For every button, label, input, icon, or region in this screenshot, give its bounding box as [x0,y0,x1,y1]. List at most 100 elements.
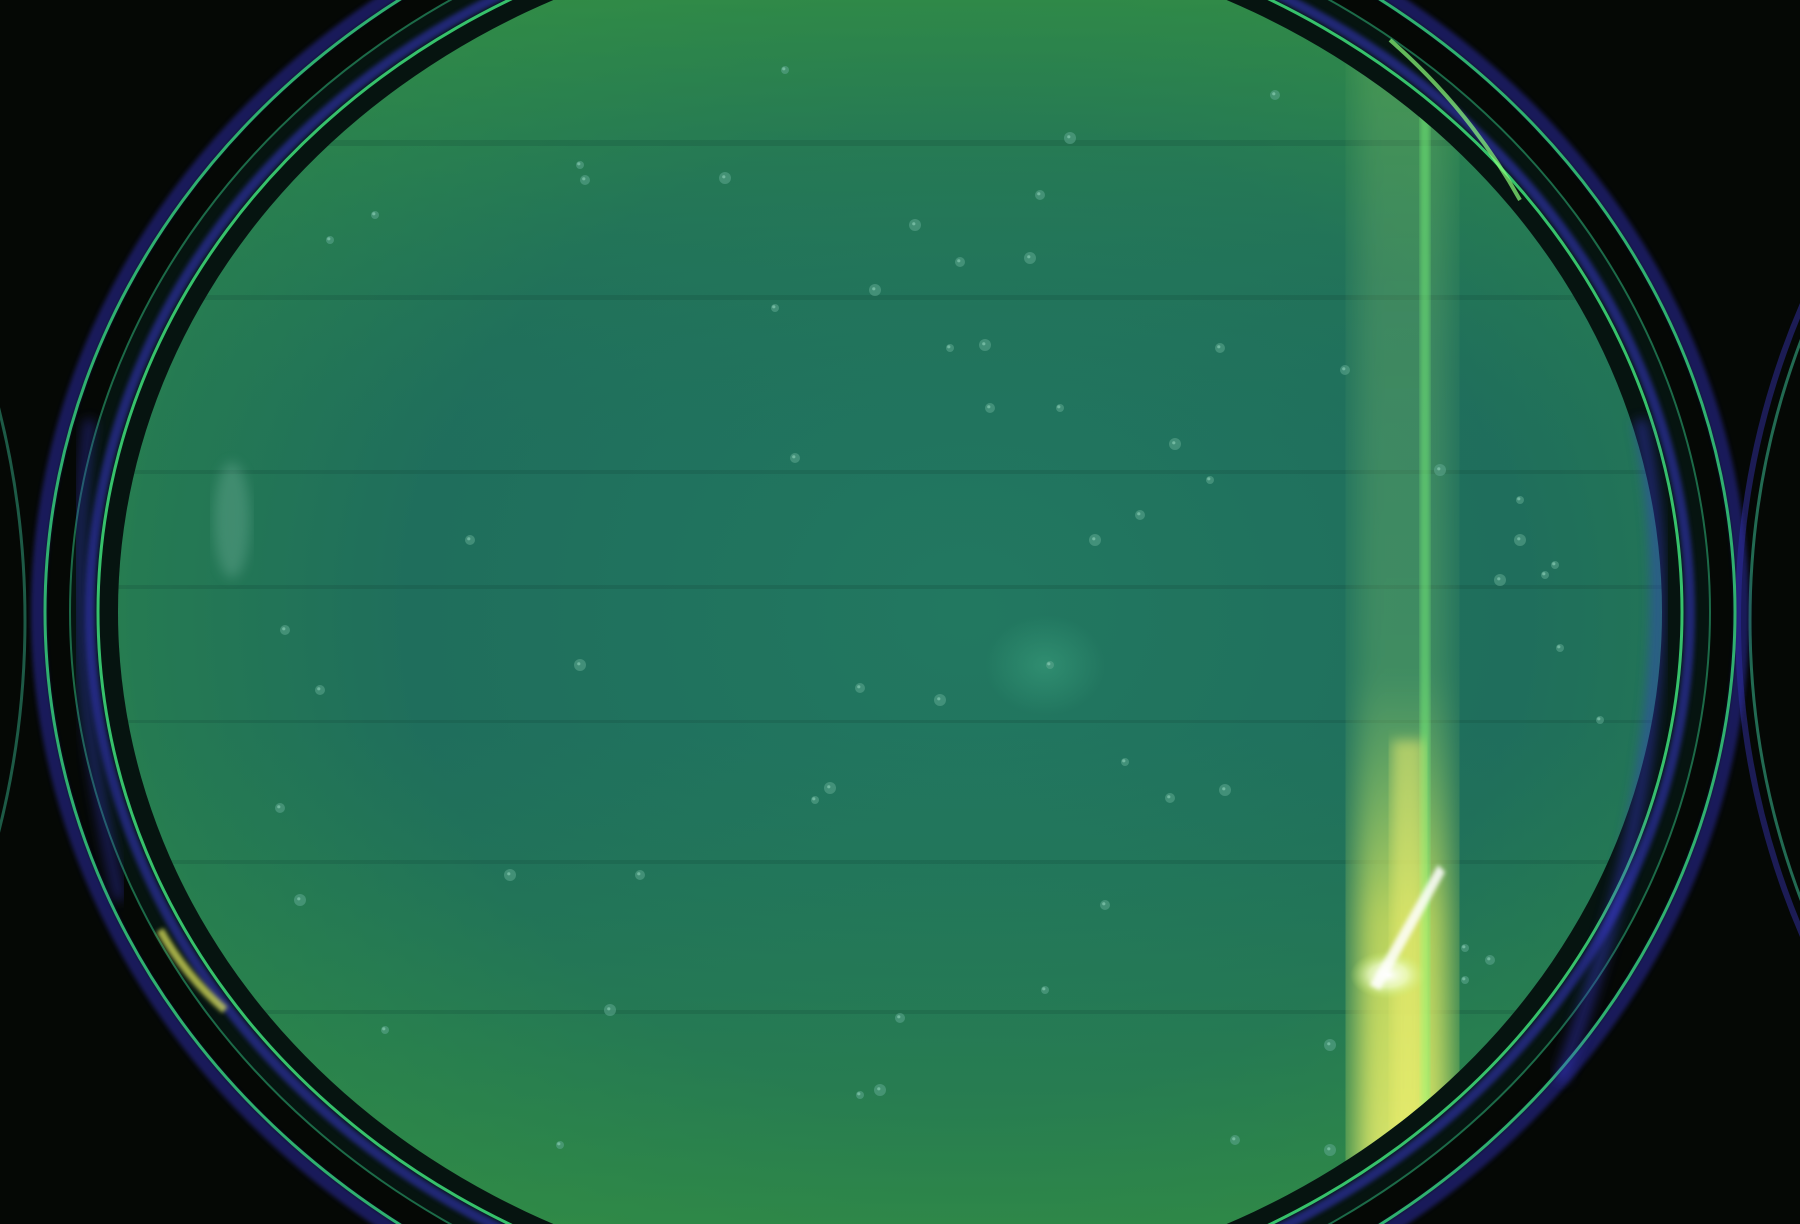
scan-bands [118,140,1662,1014]
colony [1219,784,1231,796]
colony [790,453,800,463]
colony [824,782,836,794]
colony [1541,571,1549,579]
colony-highlight [1042,987,1046,991]
colony [504,869,516,881]
center-glow [985,615,1105,715]
colony [719,172,731,184]
colony-highlight [1517,497,1521,501]
colony [1461,976,1469,984]
colony-highlight [327,237,331,241]
colony-highlight [987,405,991,409]
colony [280,625,290,635]
colony-highlight [722,175,726,179]
colony [1056,404,1064,412]
colony-highlight [1462,945,1466,949]
colony [1340,365,1350,375]
colony-highlight [1057,405,1061,409]
colony-highlight [1122,759,1126,763]
colony-highlight [792,455,796,459]
colony-highlight [467,537,471,541]
colony [1046,661,1054,669]
colony-highlight [1137,512,1141,516]
colony-highlight [1542,572,1546,576]
colony-highlight [1037,192,1041,196]
colony-highlight [1342,367,1346,371]
colony [1461,944,1469,952]
colony [635,870,645,880]
colony-highlight [897,1015,901,1019]
colony-highlight [857,1092,861,1096]
colony-highlight [282,627,286,631]
colony-highlight [1232,1137,1236,1141]
colony [1206,476,1214,484]
colony [909,219,921,231]
colony [294,894,306,906]
dish-inner-rim-blue [85,0,1695,1224]
dish-outer-rim-blue [31,0,1749,1224]
colony [1089,534,1101,546]
colony [895,1013,905,1023]
colony [580,175,590,185]
rim-highlight-upper-right [1388,38,1522,201]
colony [1035,190,1045,200]
colony-highlight [582,177,586,181]
colony [869,284,881,296]
colony [855,683,865,693]
colony [1434,464,1446,476]
colony-highlight [1092,537,1096,541]
colony [1551,561,1559,569]
colony [811,796,819,804]
colony [604,1004,616,1016]
colony [771,304,779,312]
rim-highlight-lower-left [156,928,228,1014]
colony [1135,510,1145,520]
colony-highlight [1552,562,1556,566]
colony-highlight [937,697,941,701]
colony-highlight [1222,787,1226,791]
colony-highlight [827,785,831,789]
colony [856,1091,864,1099]
colony-highlight [1172,441,1176,445]
colony [1494,574,1506,586]
colony-highlight [857,685,861,689]
colony-highlight [1327,1042,1331,1046]
rim-shadow-right [1554,418,1664,1083]
colony [1100,900,1110,910]
colony-highlight [1487,957,1491,961]
dish-inner-rim [96,0,1684,1224]
colony [1041,986,1049,994]
colony-highlight [1597,717,1601,721]
rim-shadow-left [75,419,125,902]
colony-highlight [877,1087,881,1091]
colony [1121,758,1129,766]
colony-highlight [812,797,816,801]
colony [556,1141,564,1149]
colony-highlight [317,687,321,691]
colony-highlight [1102,902,1106,906]
colony [381,1026,389,1034]
left-neighbor-dish-rim [0,408,27,832]
colony [465,535,475,545]
colony [1516,496,1524,504]
colony [955,257,965,267]
bacterial-colonies [275,66,1625,1156]
colony-highlight [382,1027,386,1031]
light-reflection-line [1420,0,1430,1224]
colony [315,685,325,695]
colony [1064,132,1076,144]
colony [1324,1144,1336,1156]
colony-highlight [577,662,581,666]
colony-highlight [372,212,376,216]
colony [1230,1135,1240,1145]
colony [275,803,285,813]
colony-highlight [912,222,916,226]
colony-highlight [1557,645,1561,649]
colony-highlight [577,162,581,166]
colony-highlight [1437,467,1441,471]
colony-highlight [872,287,876,291]
colony-highlight [277,805,281,809]
colony-highlight [1462,977,1466,981]
colony-highlight [782,67,786,71]
colony [1514,534,1526,546]
